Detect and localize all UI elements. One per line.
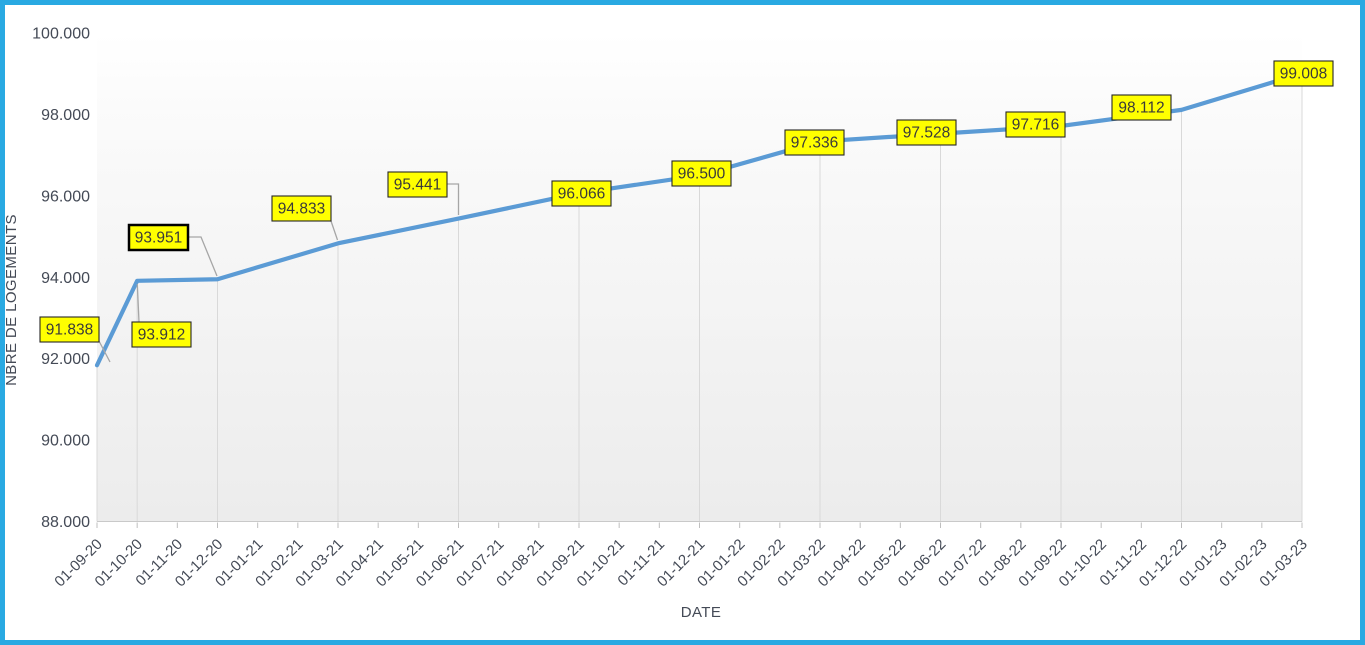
y-tick-label: 94.000 — [41, 270, 90, 287]
data-label-box — [671, 160, 732, 187]
data-label-leader — [136, 283, 140, 323]
data-label-box — [271, 195, 332, 222]
data-label-text: 96.066 — [558, 186, 605, 203]
data-label-leader — [447, 183, 460, 215]
data-label-box — [551, 180, 612, 207]
line-chart: 01-09-2001-10-2001-11-2001-12-2001-01-21… — [5, 26, 1334, 621]
data-label-text: 94.833 — [278, 201, 325, 218]
data-label-box — [127, 223, 190, 252]
x-axis-title: DATE — [681, 604, 722, 621]
y-tick-label: 98.000 — [41, 107, 90, 124]
data-label-text: 98.112 — [1118, 100, 1164, 117]
data-label-text: 93.951 — [135, 230, 182, 247]
data-label-leader — [330, 220, 339, 241]
y-tick-label: 88.000 — [41, 514, 90, 531]
data-label-box — [1005, 111, 1066, 138]
y-tick-label: 100.000 — [32, 26, 90, 43]
data-label-box — [896, 119, 957, 146]
y-tick-label: 96.000 — [41, 188, 90, 205]
data-label-box — [131, 321, 192, 348]
series-line — [94, 71, 1305, 368]
data-label-leader — [188, 236, 218, 277]
data-label-box — [1111, 94, 1172, 121]
data-label-box — [387, 171, 448, 198]
data-label-text: 95.441 — [394, 177, 441, 194]
y-tick-label: 92.000 — [41, 351, 90, 368]
data-label-text: 93.912 — [138, 327, 185, 344]
data-label-text: 97.528 — [903, 125, 950, 142]
data-label-box — [1273, 60, 1334, 87]
y-axis-title: NBRE DE LOGEMENTS — [5, 214, 20, 386]
data-label-box — [39, 316, 100, 343]
y-tick-label: 90.000 — [41, 433, 90, 450]
data-label-leader — [98, 340, 111, 363]
data-label-text: 97.336 — [791, 135, 838, 152]
data-label-box — [784, 129, 845, 156]
data-label-text: 91.838 — [46, 322, 93, 339]
chart-layer: 01-09-2001-10-2001-11-2001-12-2001-01-21… — [32, 26, 1334, 590]
data-label-text: 99.008 — [1280, 66, 1327, 83]
data-label-text: 97.716 — [1012, 117, 1059, 134]
data-label-text: 96.500 — [678, 166, 726, 183]
